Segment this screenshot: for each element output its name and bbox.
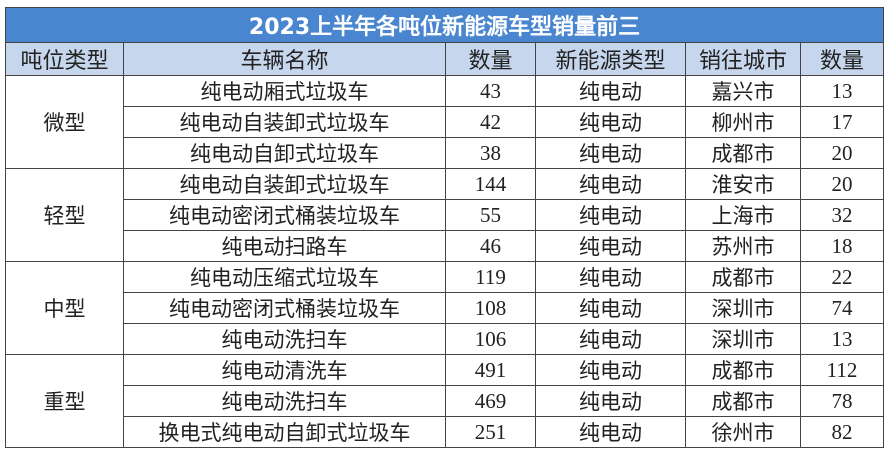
vehicle-name: 纯电动清洗车	[123, 354, 446, 386]
energy-type: 纯电动	[535, 385, 686, 417]
destination-city: 深圳市	[685, 323, 801, 355]
energy-type: 纯电动	[535, 292, 686, 324]
quantity: 251	[445, 416, 536, 448]
quantity: 106	[445, 323, 536, 355]
destination-city: 上海市	[685, 199, 801, 231]
tonnage-category: 微型	[5, 75, 124, 169]
header-quantity: 数量	[445, 42, 536, 76]
table-title: 2023上半年各吨位新能源车型销量前三	[4, 7, 885, 43]
destination-city: 成都市	[685, 261, 801, 293]
quantity: 55	[445, 199, 536, 231]
city-quantity: 20	[799, 137, 885, 169]
table-row: 换电式纯电动自卸式垃圾车 251 纯电动 徐州市 82	[6, 416, 885, 448]
destination-city: 柳州市	[685, 106, 801, 138]
destination-city: 成都市	[685, 385, 801, 417]
vehicle-name: 纯电动密闭式桶装垃圾车	[123, 199, 446, 231]
header-vehicle-name: 车辆名称	[123, 42, 446, 76]
quantity: 42	[445, 106, 536, 138]
table-row: 重型 纯电动清洗车 491 纯电动 成都市 112	[5, 354, 885, 448]
quantity: 491	[445, 354, 536, 386]
city-quantity: 18	[799, 230, 885, 262]
table-row: 纯电动密闭式桶装垃圾车 108 纯电动 深圳市 74	[6, 292, 885, 324]
vehicle-name: 纯电动自装卸式垃圾车	[123, 168, 446, 200]
tonnage-category: 重型	[5, 354, 124, 448]
city-quantity: 74	[799, 292, 885, 324]
destination-city: 成都市	[685, 137, 801, 169]
vehicle-name: 换电式纯电动自卸式垃圾车	[123, 416, 446, 448]
city-quantity: 78	[799, 385, 885, 417]
table-row: 纯电动洗扫车 469 纯电动 成都市 78	[6, 385, 885, 417]
sales-table: 2023上半年各吨位新能源车型销量前三 吨位类型 车辆名称 数量 新能源类型 销…	[4, 7, 885, 448]
destination-city: 徐州市	[685, 416, 801, 448]
header-row: 吨位类型 车辆名称 数量 新能源类型 销往城市 数量	[5, 42, 885, 76]
destination-city: 深圳市	[685, 292, 801, 324]
header-tonnage: 吨位类型	[5, 42, 124, 76]
vehicle-name: 纯电动厢式垃圾车	[123, 75, 446, 107]
city-quantity: 17	[799, 106, 885, 138]
quantity: 469	[445, 385, 536, 417]
quantity: 119	[445, 261, 536, 293]
table-row: 纯电动自卸式垃圾车 38 纯电动 成都市 20	[6, 137, 885, 169]
energy-type: 纯电动	[535, 106, 686, 138]
quantity: 144	[445, 168, 536, 200]
energy-type: 纯电动	[535, 323, 686, 355]
table-row: 纯电动密闭式桶装垃圾车 55 纯电动 上海市 32	[6, 199, 885, 231]
tonnage-category: 中型	[5, 261, 124, 355]
energy-type: 纯电动	[535, 261, 686, 293]
vehicle-name: 纯电动扫路车	[123, 230, 446, 262]
vehicle-name: 纯电动压缩式垃圾车	[123, 261, 446, 293]
energy-type: 纯电动	[535, 354, 686, 386]
energy-type: 纯电动	[535, 199, 686, 231]
city-quantity: 20	[799, 168, 885, 200]
quantity: 38	[445, 137, 536, 169]
destination-city: 嘉兴市	[685, 75, 801, 107]
table-row: 纯电动自装卸式垃圾车 42 纯电动 柳州市 17	[6, 106, 885, 138]
energy-type: 纯电动	[535, 75, 686, 107]
vehicle-name: 纯电动洗扫车	[123, 323, 446, 355]
city-quantity: 82	[799, 416, 885, 448]
vehicle-name: 纯电动洗扫车	[123, 385, 446, 417]
city-quantity: 32	[799, 199, 885, 231]
quantity: 43	[445, 75, 536, 107]
city-quantity: 112	[799, 354, 885, 386]
destination-city: 淮安市	[685, 168, 801, 200]
table-row: 轻型 纯电动自装卸式垃圾车 144 纯电动 淮安市 20	[5, 168, 885, 262]
table-row: 中型 纯电动压缩式垃圾车 119 纯电动 成都市 22	[5, 261, 885, 355]
quantity: 108	[445, 292, 536, 324]
vehicle-name: 纯电动密闭式桶装垃圾车	[123, 292, 446, 324]
city-quantity: 22	[799, 261, 885, 293]
energy-type: 纯电动	[535, 168, 686, 200]
vehicle-name: 纯电动自卸式垃圾车	[123, 137, 446, 169]
header-city-quantity: 数量	[799, 42, 885, 76]
tonnage-category: 轻型	[5, 168, 124, 262]
destination-city: 苏州市	[685, 230, 801, 262]
table-row: 微型 纯电动厢式垃圾车 43 纯电动 嘉兴市 13	[5, 75, 885, 169]
energy-type: 纯电动	[535, 137, 686, 169]
table-row: 纯电动扫路车 46 纯电动 苏州市 18	[6, 230, 885, 262]
header-city: 销往城市	[685, 42, 801, 76]
energy-type: 纯电动	[535, 230, 686, 262]
header-energy-type: 新能源类型	[535, 42, 686, 76]
destination-city: 成都市	[685, 354, 801, 386]
city-quantity: 13	[799, 75, 885, 107]
table-row: 纯电动洗扫车 106 纯电动 深圳市 13	[6, 323, 885, 355]
energy-type: 纯电动	[535, 416, 686, 448]
vehicle-name: 纯电动自装卸式垃圾车	[123, 106, 446, 138]
quantity: 46	[445, 230, 536, 262]
city-quantity: 13	[799, 323, 885, 355]
